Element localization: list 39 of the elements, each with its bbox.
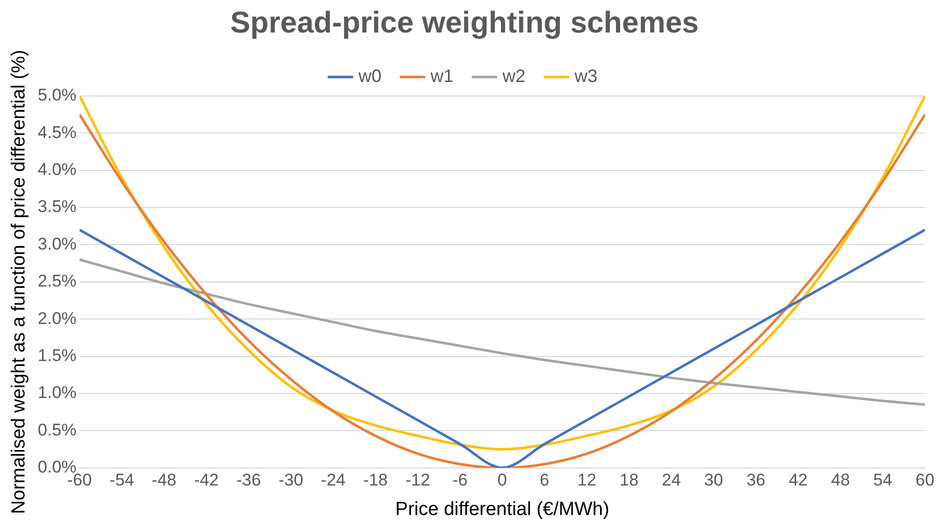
line-series bbox=[80, 228, 925, 468]
x-tick-label: 36 bbox=[746, 470, 766, 490]
x-tick-label: -48 bbox=[152, 470, 176, 490]
x-tick-label: 12 bbox=[577, 470, 596, 490]
x-axis-title: Price differential (€/MWh) bbox=[395, 498, 610, 520]
y-tick-label: 4.0% bbox=[38, 160, 77, 180]
legend-label: w0 bbox=[357, 66, 382, 86]
x-tick-label: -6 bbox=[452, 470, 468, 490]
x-tick-label: 42 bbox=[788, 470, 808, 490]
x-tick-label: 0 bbox=[498, 470, 508, 490]
legend-label: w2 bbox=[502, 66, 526, 86]
x-tick-label: 30 bbox=[704, 470, 724, 490]
y-axis-title: Normalised weight as a function of price differential (%) bbox=[8, 50, 30, 514]
chart-title: Spread-price weighting schemes bbox=[230, 6, 699, 40]
y-tick-label: 0.5% bbox=[38, 420, 77, 440]
y-tick-label: 3.0% bbox=[38, 234, 77, 254]
y-tick-label: 2.5% bbox=[38, 272, 77, 291]
legend-label: w3 bbox=[574, 66, 598, 86]
y-tick-label: 5.0% bbox=[38, 86, 77, 105]
x-tick-label: -12 bbox=[405, 470, 430, 490]
line-series bbox=[80, 258, 925, 406]
x-tick-label: -18 bbox=[363, 470, 388, 490]
x-tick-label: -42 bbox=[194, 470, 219, 490]
y-tick-label: 2.0% bbox=[38, 308, 77, 328]
x-tick-label: 24 bbox=[662, 470, 681, 490]
y-tick-label: 4.5% bbox=[38, 122, 77, 142]
x-tick-label: 48 bbox=[830, 470, 850, 490]
y-tick-label: 1.5% bbox=[38, 346, 77, 365]
y-tick-label: 3.5% bbox=[38, 197, 77, 216]
x-tick-label: 18 bbox=[620, 470, 639, 490]
x-tick-label: 6 bbox=[540, 470, 550, 490]
x-tick-label: -24 bbox=[320, 470, 346, 490]
x-tick-label: 60 bbox=[916, 470, 934, 490]
x-tick-label: -36 bbox=[236, 470, 261, 490]
x-tick-label: -30 bbox=[278, 470, 304, 490]
x-tick-label: -54 bbox=[110, 470, 134, 490]
x-tick-label: 54 bbox=[873, 470, 892, 490]
y-tick-label: 1.0% bbox=[38, 383, 77, 402]
legend-label: w1 bbox=[429, 66, 454, 86]
